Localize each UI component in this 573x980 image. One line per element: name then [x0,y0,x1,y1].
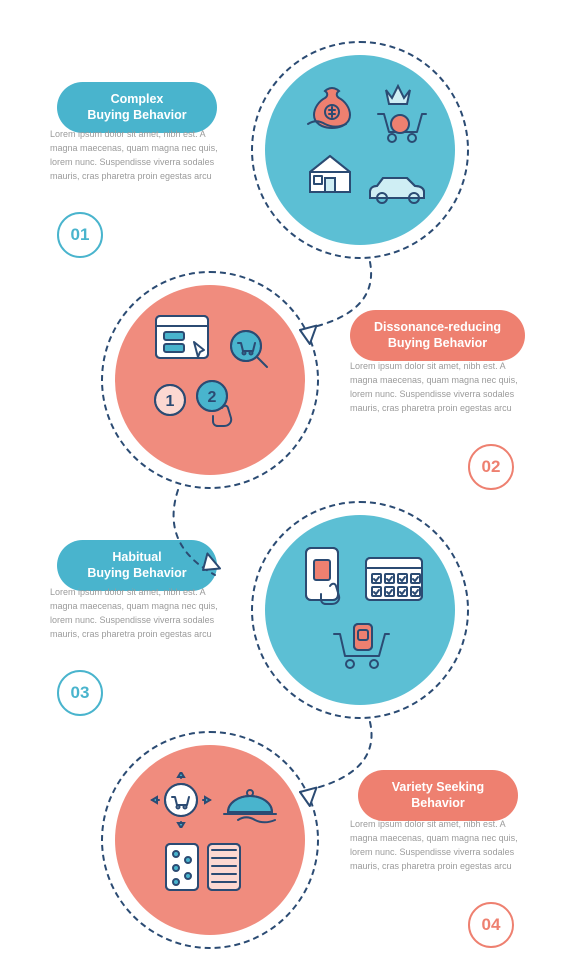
step-illustration-circle [115,745,305,935]
step-number-badge: 02 [468,444,514,490]
browser-select-icon [152,312,212,373]
step-icons-group: 12 [134,304,286,456]
step-body-text: Lorem ipsum dolor sit amet, nibh est. A … [50,128,225,184]
step-icons-group [284,534,436,686]
serving-dish-icon [218,782,280,835]
step-icons-group [134,764,286,916]
phone-tap-icon [298,544,354,617]
pattern-swatch-a-icon [162,838,202,901]
step-illustration-circle [265,55,455,245]
search-cart-icon [226,326,274,379]
step-illustration-circle: 12 [115,285,305,475]
step-icons-group [284,74,436,226]
option-1-icon: 1 [152,382,188,423]
calendar-checked-icon [362,550,426,609]
house-icon [300,148,360,203]
pattern-swatch-b-icon [204,838,244,901]
step-number-badge: 01 [57,212,103,258]
step-title-pill: Variety SeekingBehavior [358,770,518,821]
cart-arrows-cycle-icon [148,772,214,833]
step-body-text: Lorem ipsum dolor sit amet, nibh est. A … [50,586,225,642]
step-body-text: Lorem ipsum dolor sit amet, nibh est. A … [350,360,525,416]
svg-text:1: 1 [166,393,175,410]
crown-cart-icon [366,84,430,151]
step-title-pill: HabitualBuying Behavior [57,540,217,591]
infographic-stage: ComplexBuying BehaviorLorem ipsum dolor … [0,0,573,980]
step-title-pill: ComplexBuying Behavior [57,82,217,133]
step-number-badge: 03 [57,670,103,716]
step-body-text: Lorem ipsum dolor sit amet, nibh est. A … [350,818,525,874]
jar-cart-icon [328,616,394,677]
step-illustration-circle [265,515,455,705]
option-2-hand-icon: 2 [192,378,242,437]
svg-text:2: 2 [208,389,217,406]
step-number-badge: 04 [468,902,514,948]
step-title-pill: Dissonance-reducingBuying Behavior [350,310,525,361]
money-bag-hand-icon [302,80,362,140]
car-icon [362,170,432,211]
